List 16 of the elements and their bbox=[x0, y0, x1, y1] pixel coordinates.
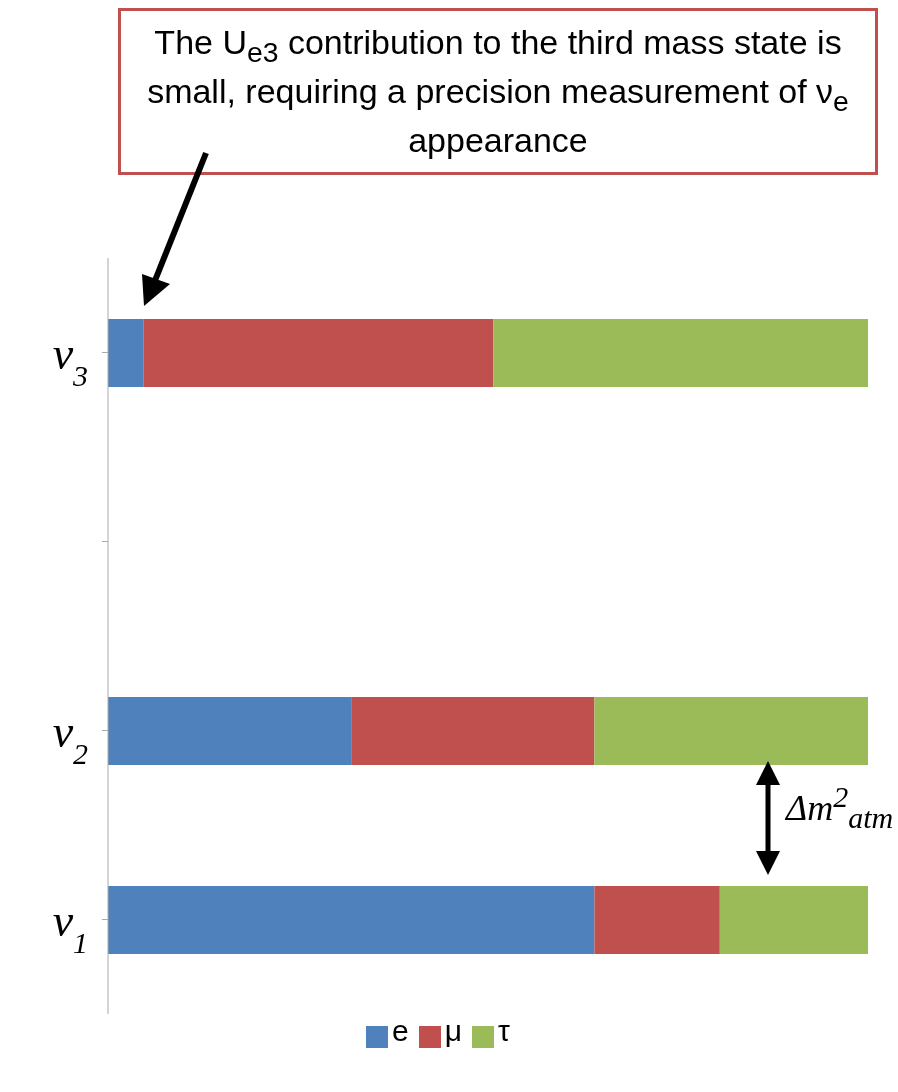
bar bbox=[108, 697, 352, 765]
bar bbox=[351, 697, 595, 765]
y-tick-label: ν$_{2}$ bbox=[52, 705, 89, 770]
bar bbox=[493, 319, 868, 387]
bar bbox=[108, 319, 144, 387]
y-tick-label: ν$_{1}$ bbox=[52, 894, 88, 959]
legend-label: e bbox=[392, 1014, 409, 1047]
y-tick-label: ν$_{3}$ bbox=[52, 327, 88, 392]
legend-label: μ bbox=[444, 1014, 463, 1047]
bar bbox=[143, 319, 494, 387]
bar bbox=[719, 886, 868, 954]
bar bbox=[594, 886, 720, 954]
text: The U$_{e3}$ contribution to the third mass state is small, requiring a precision measurement of ν$_{e}$ appearance bbox=[147, 23, 849, 160]
bar bbox=[108, 886, 595, 954]
legend-label: τ bbox=[498, 1014, 510, 1047]
bar bbox=[594, 697, 868, 765]
